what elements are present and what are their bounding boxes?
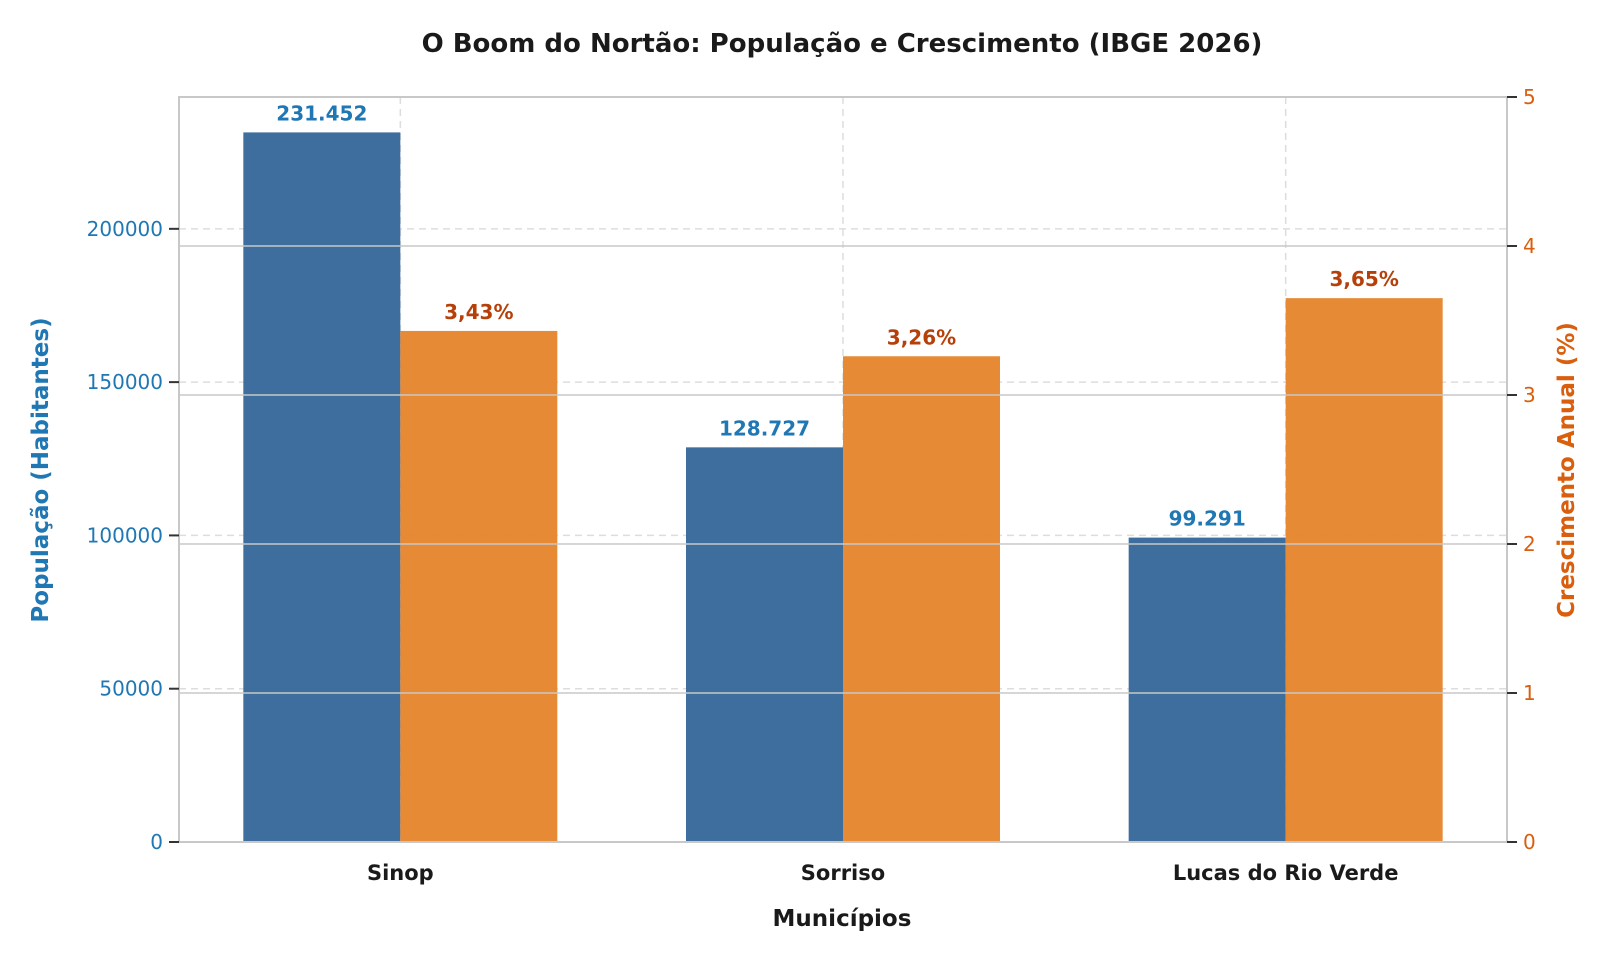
left-axis: 0 50000 100000 150000 200000 [87, 217, 179, 854]
plot-border [178, 96, 1508, 843]
bar-population [686, 447, 843, 842]
right-tick-label: 5 [1523, 85, 1536, 109]
x-axis-label: Municípios [773, 906, 912, 932]
right-tick-label: 4 [1523, 234, 1536, 258]
chart-title: O Boom do Nortão: População e Cresciment… [422, 29, 1263, 59]
x-tick-label: Lucas do Rio Verde [1173, 861, 1399, 885]
x-tick-label: Sorriso [801, 861, 885, 885]
right-axis-label: Crescimento Anual (%) [1554, 322, 1580, 618]
data-label-population: 99.291 [1169, 507, 1246, 531]
data-labels-layer: 231.452 3,43% 128.727 3,26% 99.291 3,65% [276, 101, 1399, 530]
left-axis-label: População (Habitantes) [28, 317, 54, 622]
right-tick-label: 3 [1523, 383, 1536, 407]
right-tick-label: 1 [1523, 681, 1536, 705]
right-tick-label: 2 [1523, 532, 1536, 556]
data-label-growth: 3,26% [887, 325, 956, 349]
left-tick-label: 150000 [87, 370, 163, 394]
bar-growth [843, 356, 1000, 842]
left-tick-label: 100000 [87, 523, 163, 547]
data-label-growth: 3,65% [1329, 267, 1398, 291]
plot-frame [178, 96, 1508, 843]
bar-growth [1285, 298, 1443, 842]
x-tick-label: Sinop [367, 861, 434, 885]
x-axis: Sinop Sorriso Lucas do Rio Verde [367, 861, 1399, 885]
left-tick-label: 200000 [87, 217, 163, 241]
data-label-population: 231.452 [276, 101, 367, 125]
right-axis: 0 1 2 3 4 5 [1507, 85, 1536, 854]
bar-population [1128, 537, 1286, 842]
bars-layer [243, 132, 1443, 842]
bar-population [243, 132, 401, 842]
right-tick-label: 0 [1523, 830, 1536, 854]
data-label-growth: 3,43% [444, 300, 513, 324]
left-tick-label: 0 [150, 830, 163, 854]
left-tick-label: 50000 [99, 677, 163, 701]
bar-growth [400, 330, 558, 842]
data-label-population: 128.727 [719, 416, 810, 440]
